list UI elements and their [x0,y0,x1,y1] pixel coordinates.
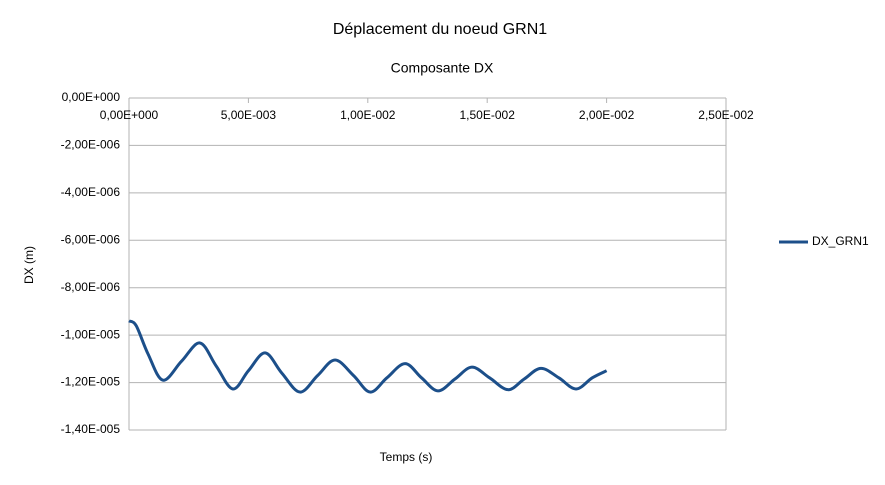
series-line [128,319,608,394]
x-tick-label: 1,50E-002 [460,108,516,122]
chart-title: Déplacement du noeud GRN1 [333,21,547,38]
y-tick-label: -1,40E-005 [61,422,121,436]
y-tick-label: -8,00E-006 [61,280,121,294]
y-tick-label: -2,00E-006 [61,138,121,152]
y-tick-label: -1,20E-005 [61,375,121,389]
y-tick-label: 0,00E+000 [62,90,121,104]
chart-subtitle: Composante DX [391,60,494,76]
y-tick-label: -6,00E-006 [61,232,121,246]
x-tick-label: 1,00E-002 [340,108,396,122]
x-tick-label: 2,50E-002 [698,108,754,122]
y-tick-label: -4,00E-006 [61,185,121,199]
legend-label: DX_GRN1 [812,234,869,248]
x-tick-label: 5,00E-003 [221,108,277,122]
x-tick-label: 2,00E-002 [579,108,635,122]
x-axis-label: Temps (s) [380,450,433,464]
x-tick-label: 0,00E+000 [100,108,159,122]
y-axis-label: DX (m) [22,246,36,284]
y-tick-label: -1,00E-005 [61,327,121,341]
